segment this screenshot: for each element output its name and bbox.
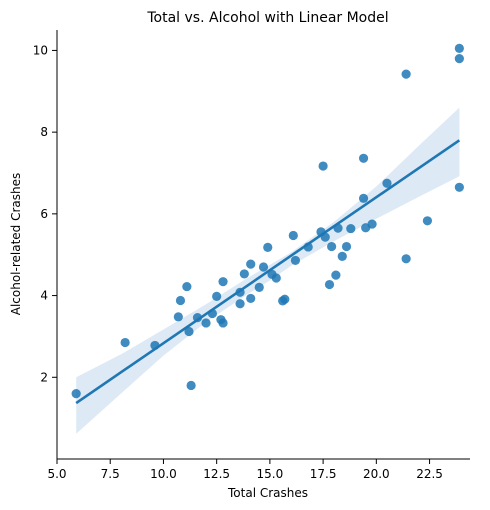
x-tick-label-1: 7.5 bbox=[101, 467, 120, 481]
y-tick-label-1: 4 bbox=[40, 289, 48, 303]
data-point-2 bbox=[150, 340, 160, 351]
data-point-22 bbox=[263, 242, 273, 252]
data-point-36 bbox=[333, 223, 343, 233]
data-point-33 bbox=[324, 279, 335, 290]
data-point-31 bbox=[318, 161, 328, 171]
data-point-43 bbox=[367, 219, 377, 229]
data-point-35 bbox=[331, 270, 341, 280]
data-point-3 bbox=[173, 312, 183, 322]
data-point-4 bbox=[175, 295, 186, 306]
data-point-16 bbox=[235, 287, 245, 297]
data-point-20 bbox=[254, 282, 264, 292]
regression-fit-line bbox=[75, 139, 461, 405]
data-point-14 bbox=[218, 277, 228, 287]
data-point-38 bbox=[341, 241, 352, 252]
data-point-21 bbox=[258, 262, 269, 272]
data-point-15 bbox=[235, 299, 245, 309]
data-point-24 bbox=[271, 273, 281, 283]
data-point-29 bbox=[303, 242, 313, 252]
data-point-34 bbox=[327, 241, 337, 252]
data-point-49 bbox=[454, 54, 464, 64]
data-point-26 bbox=[280, 294, 290, 304]
data-point-46 bbox=[401, 254, 411, 264]
data-point-8 bbox=[192, 313, 203, 323]
data-point-44 bbox=[382, 178, 392, 188]
x-tick-label-7: 22.5 bbox=[416, 467, 443, 481]
x-tick-label-2: 10.0 bbox=[150, 467, 177, 481]
data-point-50 bbox=[454, 182, 464, 192]
y-tick-label-2: 6 bbox=[40, 207, 48, 221]
chart-title: Total vs. Alcohol with Linear Model bbox=[146, 10, 388, 26]
x-tick-label-6: 20.0 bbox=[363, 467, 390, 481]
data-point-18 bbox=[246, 259, 256, 269]
data-point-40 bbox=[358, 193, 369, 203]
data-point-39 bbox=[346, 223, 356, 234]
data-point-47 bbox=[422, 216, 433, 226]
data-point-37 bbox=[337, 251, 347, 261]
regression-line bbox=[75, 139, 461, 405]
data-point-32 bbox=[320, 232, 330, 242]
y-tick-label-4: 10 bbox=[33, 43, 48, 57]
data-point-45 bbox=[401, 69, 411, 79]
data-point-13 bbox=[218, 318, 228, 328]
data-point-9 bbox=[201, 318, 211, 328]
data-point-1 bbox=[120, 337, 130, 348]
x-axis-label: Total Crashes bbox=[227, 486, 308, 500]
data-point-27 bbox=[288, 230, 298, 241]
axes: 5.0 7.5 10.0 12.5 15.0 17.5 20.0 22.5 2 4 6 8 10 bbox=[33, 30, 470, 481]
x-tick-label-5: 17.5 bbox=[310, 467, 337, 481]
data-point-48 bbox=[454, 43, 464, 53]
data-point-0 bbox=[71, 389, 81, 399]
data-point-6 bbox=[184, 326, 194, 337]
data-point-11 bbox=[212, 291, 222, 301]
x-tick-label-3: 12.5 bbox=[203, 467, 230, 481]
data-point-19 bbox=[246, 293, 256, 304]
y-axis-label: Alcohol-related Crashes bbox=[9, 173, 23, 316]
y-tick-label-3: 8 bbox=[40, 125, 48, 139]
y-tick-label-0: 2 bbox=[40, 370, 48, 384]
data-point-5 bbox=[182, 281, 192, 292]
data-point-41 bbox=[358, 153, 369, 163]
scatter-points bbox=[71, 43, 464, 399]
x-tick-label-4: 15.0 bbox=[257, 467, 284, 481]
data-point-10 bbox=[207, 308, 218, 319]
x-tick-label-0: 5.0 bbox=[47, 467, 66, 481]
data-point-17 bbox=[239, 269, 249, 279]
data-point-28 bbox=[290, 255, 301, 266]
data-point-7 bbox=[186, 380, 196, 391]
